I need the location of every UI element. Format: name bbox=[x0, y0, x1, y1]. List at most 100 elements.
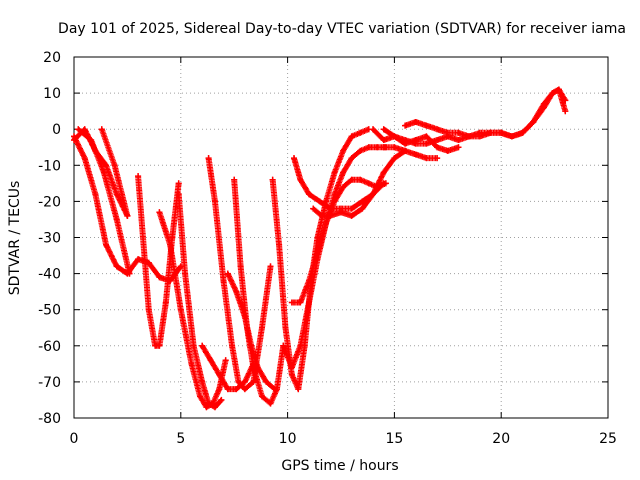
data-point bbox=[177, 306, 184, 313]
data-point bbox=[135, 173, 142, 180]
data-point bbox=[235, 378, 242, 385]
y-tick-label: -50 bbox=[38, 303, 61, 319]
data-point bbox=[434, 137, 441, 144]
data-point bbox=[241, 386, 248, 393]
data-point bbox=[254, 364, 261, 371]
grid-lines bbox=[74, 57, 608, 418]
data-point bbox=[205, 400, 212, 407]
data-point bbox=[412, 118, 419, 125]
data-point bbox=[327, 205, 334, 212]
data-point bbox=[357, 129, 364, 136]
data-point bbox=[305, 277, 312, 284]
data-point bbox=[359, 198, 366, 205]
data-point bbox=[423, 140, 430, 147]
data-point bbox=[103, 162, 110, 169]
data-point bbox=[331, 169, 338, 176]
data-point bbox=[288, 299, 295, 306]
series-arc-6 bbox=[156, 209, 229, 411]
data-point bbox=[177, 263, 184, 270]
data-point bbox=[434, 126, 441, 133]
data-point bbox=[276, 241, 283, 248]
data-point bbox=[175, 180, 182, 187]
data-point bbox=[423, 155, 430, 162]
data-point bbox=[75, 126, 82, 133]
data-point bbox=[530, 118, 537, 125]
data-point bbox=[370, 126, 377, 133]
data-point bbox=[402, 147, 409, 154]
series-arc-3 bbox=[75, 126, 133, 277]
data-point bbox=[380, 137, 387, 144]
data-point bbox=[224, 270, 231, 277]
data-point bbox=[314, 248, 321, 255]
data-point bbox=[271, 386, 278, 393]
data-point bbox=[348, 212, 355, 219]
data-point bbox=[233, 288, 240, 295]
data-point bbox=[444, 147, 451, 154]
data-point bbox=[305, 191, 312, 198]
y-tick-label: 20 bbox=[43, 50, 61, 66]
data-point bbox=[331, 198, 338, 205]
data-point bbox=[297, 342, 304, 349]
data-point bbox=[113, 216, 120, 223]
data-point bbox=[199, 378, 206, 385]
data-point bbox=[357, 147, 364, 154]
data-point bbox=[402, 140, 409, 147]
data-point bbox=[380, 180, 387, 187]
data-point bbox=[248, 342, 255, 349]
data-point bbox=[359, 205, 366, 212]
data-point bbox=[519, 129, 526, 136]
series-arc-7 bbox=[175, 191, 225, 411]
data-point bbox=[113, 191, 120, 198]
y-tick-label: -70 bbox=[38, 375, 61, 391]
data-point bbox=[156, 342, 163, 349]
data-point bbox=[331, 191, 338, 198]
series-markers bbox=[380, 144, 441, 162]
data-point bbox=[263, 378, 270, 385]
data-point bbox=[455, 144, 462, 151]
data-point bbox=[111, 162, 118, 169]
data-point bbox=[241, 378, 248, 385]
axis-ticks: 0 5 10 15 20 25 -80 -70 -60 -50 -40 -30 -20 -10 0 10 20 bbox=[38, 50, 617, 447]
data-point bbox=[476, 129, 483, 136]
data-point bbox=[126, 270, 133, 277]
data-point bbox=[190, 342, 197, 349]
data-point bbox=[340, 183, 347, 190]
series-arc-20 bbox=[370, 126, 462, 154]
chart-title: Day 101 of 2025, Sidereal Day-to-day VTE… bbox=[58, 21, 626, 37]
series-arc-11 bbox=[224, 270, 278, 393]
data-point bbox=[175, 191, 182, 198]
data-point bbox=[145, 259, 152, 266]
y-axis-title: SDTVAR / TECUs bbox=[7, 181, 23, 296]
series-markers bbox=[402, 86, 569, 140]
data-point bbox=[282, 324, 289, 331]
data-point bbox=[412, 151, 419, 158]
data-point bbox=[267, 263, 274, 270]
x-tick-label: 10 bbox=[279, 431, 297, 447]
data-point bbox=[327, 212, 334, 219]
data-point bbox=[237, 263, 244, 270]
data-point bbox=[391, 133, 398, 140]
data-point bbox=[98, 126, 105, 133]
data-point bbox=[391, 144, 398, 151]
series-arc-17 bbox=[380, 144, 441, 162]
series-markers bbox=[498, 86, 569, 140]
data-point bbox=[380, 126, 387, 133]
data-point bbox=[258, 324, 265, 331]
data-point bbox=[340, 147, 347, 154]
data-point bbox=[295, 386, 302, 393]
data-point bbox=[348, 205, 355, 212]
data-point bbox=[455, 137, 462, 144]
data-point bbox=[197, 393, 204, 400]
x-tick-label: 15 bbox=[385, 431, 403, 447]
data-series bbox=[71, 86, 569, 411]
data-point bbox=[348, 155, 355, 162]
data-point bbox=[423, 133, 430, 140]
data-point bbox=[466, 133, 473, 140]
series-arc-19 bbox=[402, 86, 569, 140]
y-tick-label: -10 bbox=[38, 158, 61, 174]
data-point bbox=[374, 144, 381, 151]
data-point bbox=[318, 212, 325, 219]
x-tick-label: 20 bbox=[492, 431, 510, 447]
data-point bbox=[258, 393, 265, 400]
